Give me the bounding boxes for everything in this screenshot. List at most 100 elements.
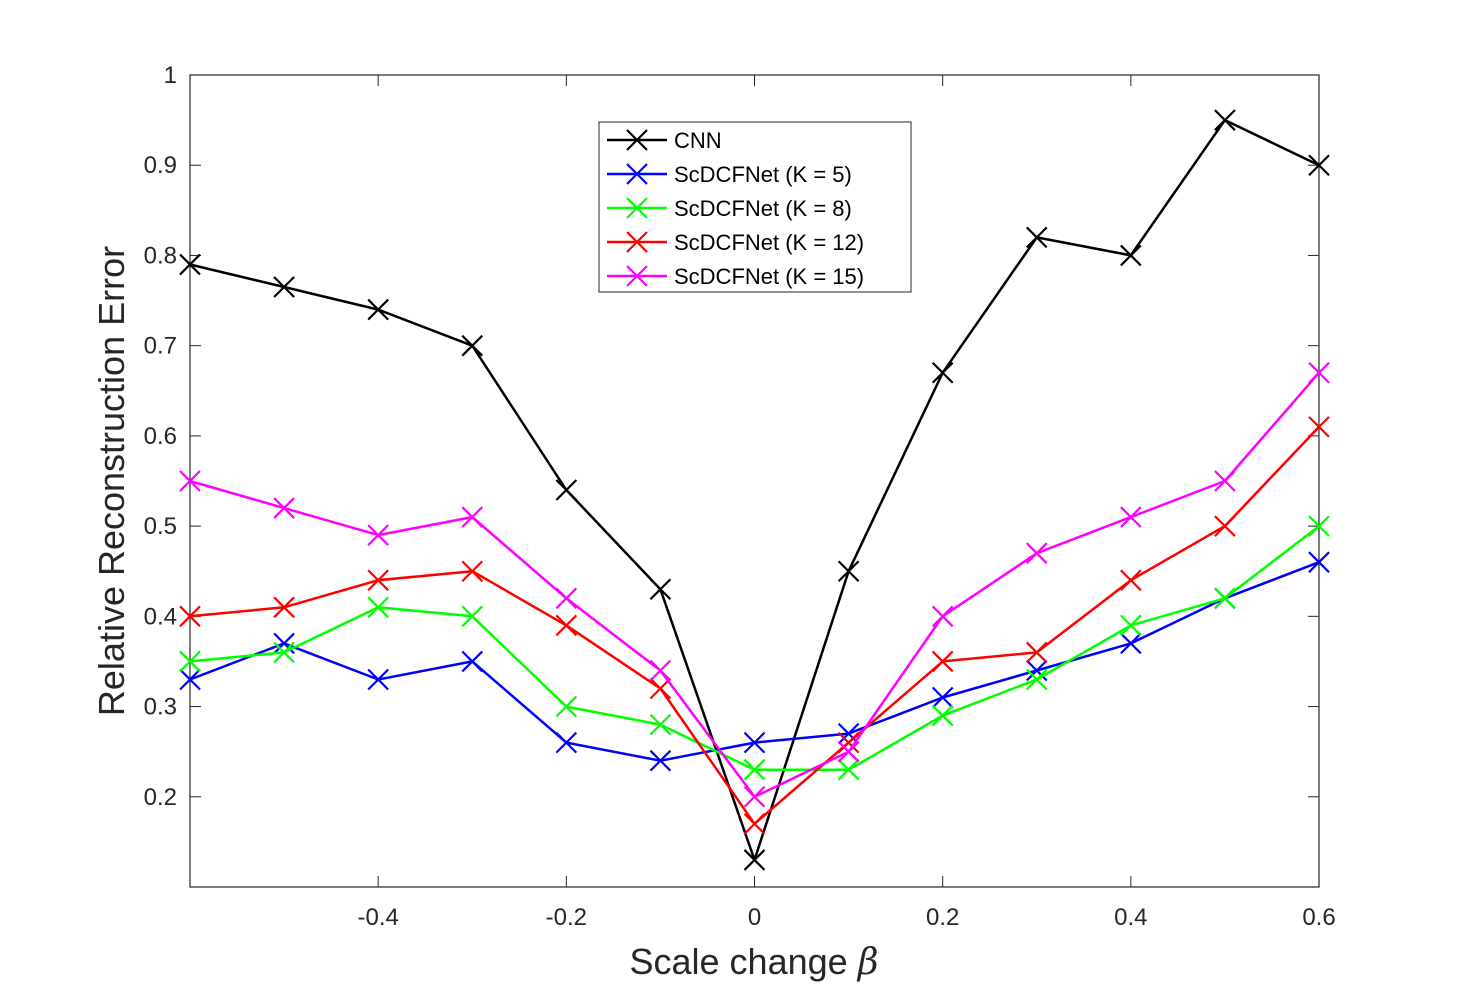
data-point-marker <box>837 740 860 763</box>
legend-marker <box>626 197 648 219</box>
data-point-marker <box>1308 154 1330 176</box>
y-tick-label: 1 <box>164 62 177 89</box>
legend-item: ScDCFNet (K = 5) <box>607 162 852 187</box>
data-point-marker <box>1120 569 1142 592</box>
data-point-marker <box>273 641 295 664</box>
data-point-marker <box>649 578 672 601</box>
data-point-marker <box>273 276 295 298</box>
series-0 <box>179 109 1330 871</box>
data-point-marker <box>743 786 766 808</box>
y-tick-label: 0.7 <box>144 333 177 360</box>
legend-label: ScDCFNet (K = 5) <box>674 162 852 187</box>
data-point-marker <box>461 560 484 582</box>
data-point-marker <box>837 560 860 582</box>
data-point-marker <box>367 524 389 546</box>
data-point-marker <box>649 713 672 736</box>
data-point-marker <box>179 650 201 673</box>
data-point-marker <box>837 731 860 754</box>
data-point-marker <box>837 758 860 781</box>
data-point-marker <box>931 361 954 384</box>
y-axis-label: Relative Reconstruction Error <box>91 246 132 716</box>
x-tick-label: 0.4 <box>1114 904 1147 931</box>
data-point-marker <box>1120 244 1142 267</box>
y-tick-label: 0.5 <box>144 513 177 540</box>
data-point-marker <box>931 704 954 727</box>
data-point-marker <box>1120 506 1142 528</box>
data-point-marker <box>179 605 201 628</box>
data-point-marker <box>1214 109 1236 131</box>
x-axis-label: Scale change β <box>630 941 879 983</box>
data-point-marker <box>179 470 201 492</box>
series-3 <box>179 416 1330 835</box>
data-point-marker <box>1120 614 1142 637</box>
data-point-marker <box>931 650 954 673</box>
data-point-marker <box>555 479 578 501</box>
data-point-marker <box>555 695 578 718</box>
legend-label: ScDCFNet (K = 8) <box>674 196 852 221</box>
legend: CNN ScDCFNet (K = 5) ScDCFNet (K = 8) ScDCF… <box>598 121 912 293</box>
data-point-marker <box>273 497 295 519</box>
legend-item: ScDCFNet (K = 12) <box>607 230 864 255</box>
legend-marker <box>626 231 648 253</box>
x-tick-labels: -0.4 -0.2 0 0.2 0.4 0.6 <box>357 904 1335 931</box>
x-tick-label: 0.2 <box>926 904 959 931</box>
data-point-marker <box>367 569 389 592</box>
data-point-marker <box>1025 668 1048 691</box>
data-point-marker <box>461 506 484 528</box>
data-point-marker <box>461 650 484 673</box>
data-point-marker <box>555 587 578 610</box>
data-point-marker <box>931 605 954 628</box>
x-tick-label: 0 <box>748 904 761 931</box>
x-tick-label: -0.4 <box>357 904 398 931</box>
data-point-marker <box>1308 416 1330 438</box>
y-tick-label: 0.2 <box>144 784 177 811</box>
data-point-marker <box>179 668 201 691</box>
data-point-marker <box>1308 515 1330 537</box>
data-point-marker <box>1214 470 1236 492</box>
legend-label: ScDCFNet (K = 12) <box>674 230 864 255</box>
data-point-marker <box>461 605 484 628</box>
data-point-marker <box>555 731 578 754</box>
data-point-marker <box>461 334 484 357</box>
data-point-marker <box>1214 587 1236 610</box>
data-point-marker <box>931 686 954 709</box>
legend-item: ScDCFNet (K = 15) <box>607 264 864 289</box>
data-point-marker <box>743 731 766 754</box>
data-point-marker <box>273 596 295 619</box>
data-point-marker <box>367 596 389 619</box>
legend-marker <box>626 265 648 287</box>
series-2 <box>179 515 1330 781</box>
data-point-marker <box>367 668 389 691</box>
series-1 <box>179 551 1330 772</box>
y-tick-label: 0.6 <box>144 423 177 450</box>
x-tick-label: 0.6 <box>1302 904 1335 931</box>
data-point-marker <box>743 849 766 871</box>
data-point-marker <box>743 758 766 781</box>
y-tick-labels: 0.2 0.3 0.4 0.5 0.6 0.7 0.8 0.9 1 <box>144 62 177 811</box>
legend-item: CNN <box>607 128 722 153</box>
data-point-marker <box>179 253 201 276</box>
data-point-marker <box>1025 641 1048 664</box>
data-point-marker <box>649 677 672 700</box>
data-point-marker <box>1214 515 1236 537</box>
data-point-marker <box>1308 551 1330 573</box>
series-4 <box>179 361 1330 808</box>
data-point-marker <box>367 298 389 321</box>
y-tick-label: 0.4 <box>144 603 177 630</box>
data-point-marker <box>1120 632 1142 655</box>
series-layer <box>179 109 1330 871</box>
data-point-marker <box>555 614 578 637</box>
y-tick-label: 0.8 <box>144 242 177 269</box>
legend-marker <box>626 163 648 185</box>
data-point-marker <box>1025 226 1048 249</box>
data-point-marker <box>649 749 672 772</box>
legend-item: ScDCFNet (K = 8) <box>607 196 852 221</box>
legend-label: CNN <box>674 128 722 153</box>
y-tick-label: 0.9 <box>144 152 177 179</box>
data-point-marker <box>649 659 672 682</box>
data-point-marker <box>1308 361 1330 384</box>
y-tick-label: 0.3 <box>144 694 177 721</box>
legend-label: ScDCFNet (K = 15) <box>674 264 864 289</box>
data-point-marker <box>1025 542 1048 564</box>
